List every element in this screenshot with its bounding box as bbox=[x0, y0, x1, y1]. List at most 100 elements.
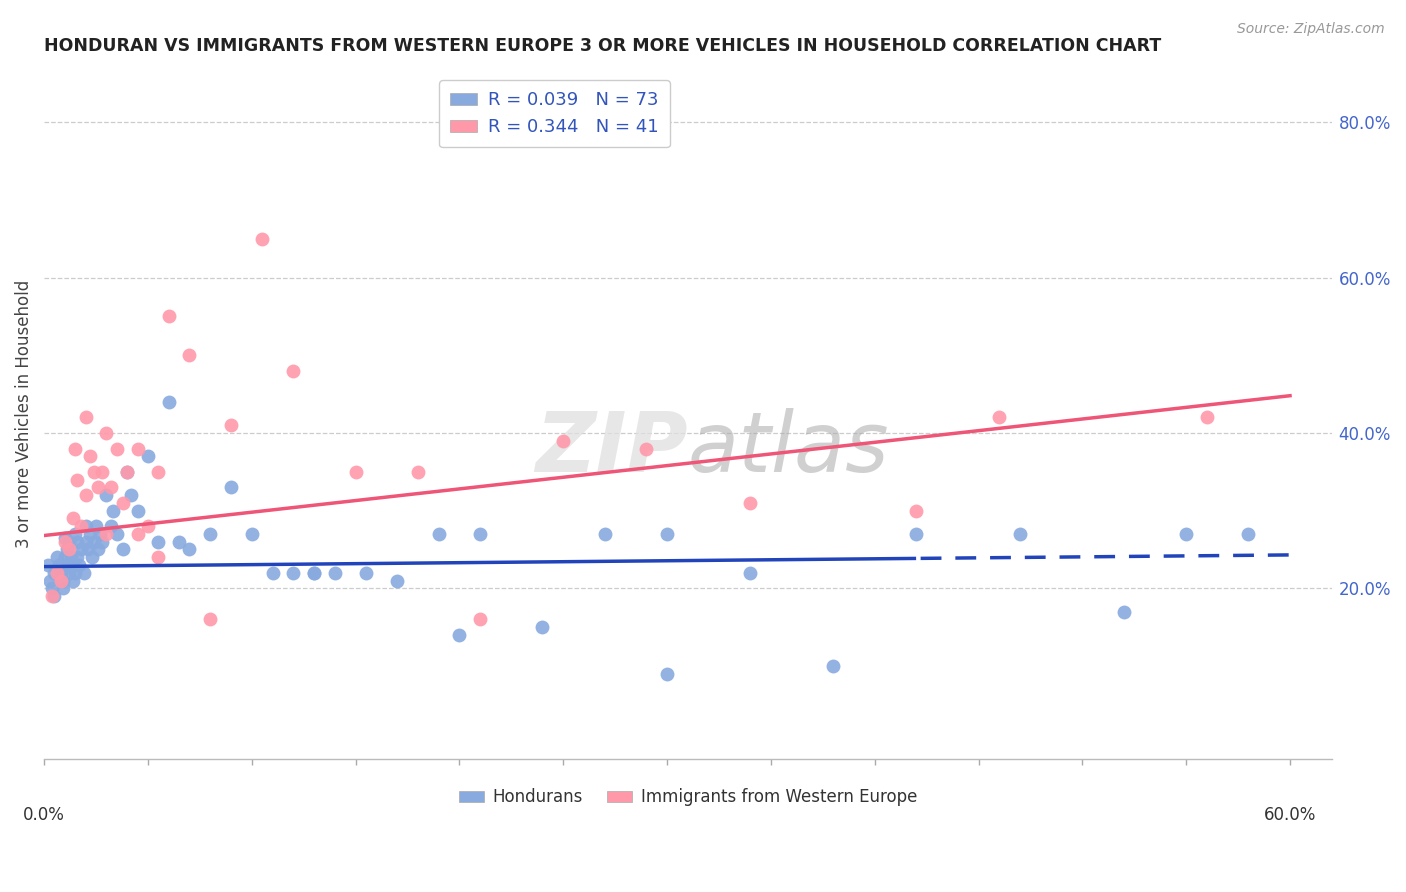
Point bbox=[100, 519, 122, 533]
Point bbox=[823, 659, 845, 673]
Point bbox=[41, 582, 63, 596]
Point bbox=[56, 542, 79, 557]
Point bbox=[655, 527, 678, 541]
Point bbox=[75, 519, 97, 533]
Text: 0.0%: 0.0% bbox=[22, 805, 65, 824]
Point bbox=[553, 434, 575, 448]
Point bbox=[87, 480, 110, 494]
Point bbox=[62, 574, 84, 588]
Point bbox=[148, 465, 170, 479]
Point bbox=[53, 550, 76, 565]
Text: Source: ZipAtlas.com: Source: ZipAtlas.com bbox=[1237, 22, 1385, 37]
Text: ZIP: ZIP bbox=[536, 408, 688, 489]
Point bbox=[157, 395, 180, 409]
Point bbox=[41, 589, 63, 603]
Point bbox=[45, 550, 67, 565]
Point bbox=[344, 465, 367, 479]
Point bbox=[179, 348, 201, 362]
Point bbox=[62, 511, 84, 525]
Point bbox=[39, 574, 62, 588]
Point bbox=[655, 666, 678, 681]
Point bbox=[65, 566, 87, 580]
Legend: Hondurans, Immigrants from Western Europe: Hondurans, Immigrants from Western Europ… bbox=[451, 781, 924, 813]
Point bbox=[66, 550, 89, 565]
Point bbox=[91, 534, 114, 549]
Point bbox=[84, 519, 107, 533]
Y-axis label: 3 or more Vehicles in Household: 3 or more Vehicles in Household bbox=[15, 279, 32, 548]
Point bbox=[1195, 410, 1218, 425]
Point bbox=[83, 465, 105, 479]
Point bbox=[262, 566, 284, 580]
Point bbox=[91, 465, 114, 479]
Point bbox=[66, 473, 89, 487]
Point bbox=[127, 442, 149, 456]
Text: HONDURAN VS IMMIGRANTS FROM WESTERN EUROPE 3 OR MORE VEHICLES IN HOUSEHOLD CORRE: HONDURAN VS IMMIGRANTS FROM WESTERN EURO… bbox=[44, 37, 1161, 55]
Point bbox=[79, 527, 101, 541]
Point bbox=[70, 542, 93, 557]
Point bbox=[48, 558, 70, 572]
Point bbox=[65, 527, 87, 541]
Point bbox=[1112, 605, 1135, 619]
Point bbox=[323, 566, 346, 580]
Point bbox=[427, 527, 450, 541]
Point bbox=[66, 534, 89, 549]
Point bbox=[449, 628, 471, 642]
Point bbox=[62, 558, 84, 572]
Point bbox=[80, 550, 103, 565]
Point bbox=[76, 542, 98, 557]
Point bbox=[354, 566, 377, 580]
Point bbox=[70, 519, 93, 533]
Point bbox=[406, 465, 429, 479]
Point bbox=[127, 527, 149, 541]
Point bbox=[593, 527, 616, 541]
Point bbox=[283, 566, 305, 580]
Point bbox=[1010, 527, 1032, 541]
Text: atlas: atlas bbox=[688, 408, 890, 489]
Point bbox=[120, 488, 142, 502]
Point bbox=[58, 534, 80, 549]
Point bbox=[96, 425, 118, 440]
Point bbox=[470, 612, 492, 626]
Point bbox=[988, 410, 1011, 425]
Point bbox=[636, 442, 658, 456]
Point bbox=[100, 480, 122, 494]
Point bbox=[148, 534, 170, 549]
Point bbox=[219, 418, 242, 433]
Point bbox=[79, 450, 101, 464]
Point bbox=[44, 589, 66, 603]
Point bbox=[49, 566, 72, 580]
Point bbox=[1175, 527, 1198, 541]
Point bbox=[136, 450, 159, 464]
Point bbox=[75, 534, 97, 549]
Point bbox=[53, 534, 76, 549]
Point bbox=[111, 542, 134, 557]
Point bbox=[905, 527, 928, 541]
Point bbox=[905, 503, 928, 517]
Point bbox=[250, 232, 273, 246]
Point bbox=[219, 480, 242, 494]
Point bbox=[302, 566, 325, 580]
Point bbox=[200, 527, 222, 541]
Point bbox=[531, 620, 554, 634]
Point bbox=[67, 558, 90, 572]
Point bbox=[37, 558, 59, 572]
Point bbox=[58, 566, 80, 580]
Point bbox=[105, 442, 128, 456]
Point bbox=[385, 574, 408, 588]
Point bbox=[167, 534, 190, 549]
Point bbox=[240, 527, 263, 541]
Point bbox=[148, 550, 170, 565]
Point bbox=[740, 566, 762, 580]
Point bbox=[101, 503, 124, 517]
Text: 60.0%: 60.0% bbox=[1264, 805, 1316, 824]
Point bbox=[740, 496, 762, 510]
Point bbox=[87, 542, 110, 557]
Point bbox=[96, 527, 118, 541]
Point bbox=[200, 612, 222, 626]
Point bbox=[115, 465, 138, 479]
Point bbox=[65, 442, 87, 456]
Point bbox=[60, 550, 83, 565]
Point bbox=[111, 496, 134, 510]
Point bbox=[49, 574, 72, 588]
Point bbox=[44, 566, 66, 580]
